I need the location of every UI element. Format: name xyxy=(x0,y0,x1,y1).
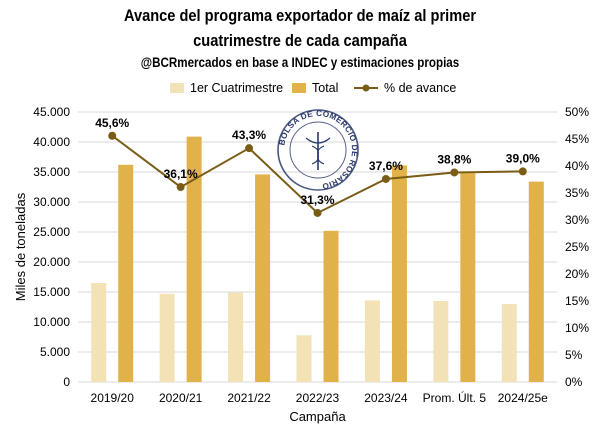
progress-data-label: 38,8% xyxy=(437,152,471,166)
bar-first-quarter xyxy=(296,335,312,382)
x-tick-label: 2020/21 xyxy=(159,391,203,405)
progress-data-label: 31,3% xyxy=(300,193,334,207)
bar-first-quarter xyxy=(501,304,517,382)
x-tick-label: 2021/22 xyxy=(227,391,271,405)
x-tick-label: 2023/24 xyxy=(364,391,408,405)
legend-label-first-quarter: 1er Cuatrimestre xyxy=(190,81,283,95)
y-tick-label: 45.000 xyxy=(33,105,70,119)
y2-tick-label: 40% xyxy=(565,159,589,173)
logo-snake xyxy=(311,145,325,165)
y-tick-label: 35.000 xyxy=(33,165,70,179)
y2-tick-label: 50% xyxy=(565,105,589,119)
x-tick-label: Prom. Últ. 5 xyxy=(423,390,487,405)
chart-title-line-2: cuatrimestre de cada campaña xyxy=(193,31,407,50)
y-tick-label: 30.000 xyxy=(33,195,70,209)
y2-tick-label: 0% xyxy=(565,375,583,389)
progress-data-label: 37,6% xyxy=(369,159,403,173)
x-tick-label: 2019/20 xyxy=(91,391,135,405)
progress-data-label: 36,1% xyxy=(164,167,198,181)
logo-wing xyxy=(305,137,331,144)
progress-marker xyxy=(381,174,390,183)
progress-data-label: 45,6% xyxy=(95,116,129,130)
bar-total xyxy=(118,164,134,382)
y-tick-label: 0 xyxy=(63,375,70,389)
bar-total xyxy=(391,165,407,382)
legend-label-progress: % de avance xyxy=(384,81,456,95)
y-tick-label: 40.000 xyxy=(33,135,70,149)
y-tick-label: 10.000 xyxy=(33,315,70,329)
y2-tick-label: 30% xyxy=(565,213,589,227)
y-axis-title: Miles de toneladas xyxy=(13,192,28,301)
bar-first-quarter xyxy=(433,301,449,382)
bar-first-quarter xyxy=(91,283,107,382)
y-tick-label: 15.000 xyxy=(33,285,70,299)
y2-tick-label: 45% xyxy=(565,132,589,146)
y-tick-label: 25.000 xyxy=(33,225,70,239)
y2-tick-label: 20% xyxy=(565,267,589,281)
logo-outer-ring xyxy=(277,109,359,191)
bar-total xyxy=(323,230,339,382)
legend-swatch-first-quarter xyxy=(170,83,184,93)
legend-marker-progress xyxy=(362,84,370,92)
y2-tick-label: 35% xyxy=(565,186,589,200)
progress-data-label: 39,0% xyxy=(506,151,540,165)
y2-tick-label: 25% xyxy=(565,240,589,254)
legend-swatch-total xyxy=(292,83,306,93)
progress-marker xyxy=(108,131,117,140)
bar-total xyxy=(528,181,544,382)
y2-tick-label: 15% xyxy=(565,294,589,308)
y-tick-label: 20.000 xyxy=(33,255,70,269)
chart-subtitle: @BCRmercados en base a INDEC y estimacio… xyxy=(140,55,460,70)
logo-inner-ring xyxy=(289,121,347,179)
x-tick-label: 2024/25e xyxy=(498,391,548,405)
bar-first-quarter xyxy=(364,300,380,382)
bar-total xyxy=(255,174,271,382)
progress-marker xyxy=(245,144,254,153)
x-axis-title: Campaña xyxy=(289,409,346,424)
progress-marker xyxy=(313,208,322,217)
chart-title-line-1: Avance del programa exportador de maíz a… xyxy=(123,6,477,25)
bar-first-quarter xyxy=(228,292,244,382)
progress-marker xyxy=(450,168,459,177)
y2-tick-label: 5% xyxy=(565,348,583,362)
bar-total xyxy=(460,173,476,382)
progress-marker xyxy=(518,167,527,176)
bar-first-quarter xyxy=(159,293,175,382)
x-tick-label: 2022/23 xyxy=(296,391,340,405)
legend-label-total: Total xyxy=(312,81,338,95)
progress-marker xyxy=(176,183,185,192)
progress-data-label: 43,3% xyxy=(232,128,266,142)
bar-total xyxy=(186,136,202,382)
y-tick-label: 5.000 xyxy=(40,345,70,359)
y2-tick-label: 10% xyxy=(565,321,589,335)
